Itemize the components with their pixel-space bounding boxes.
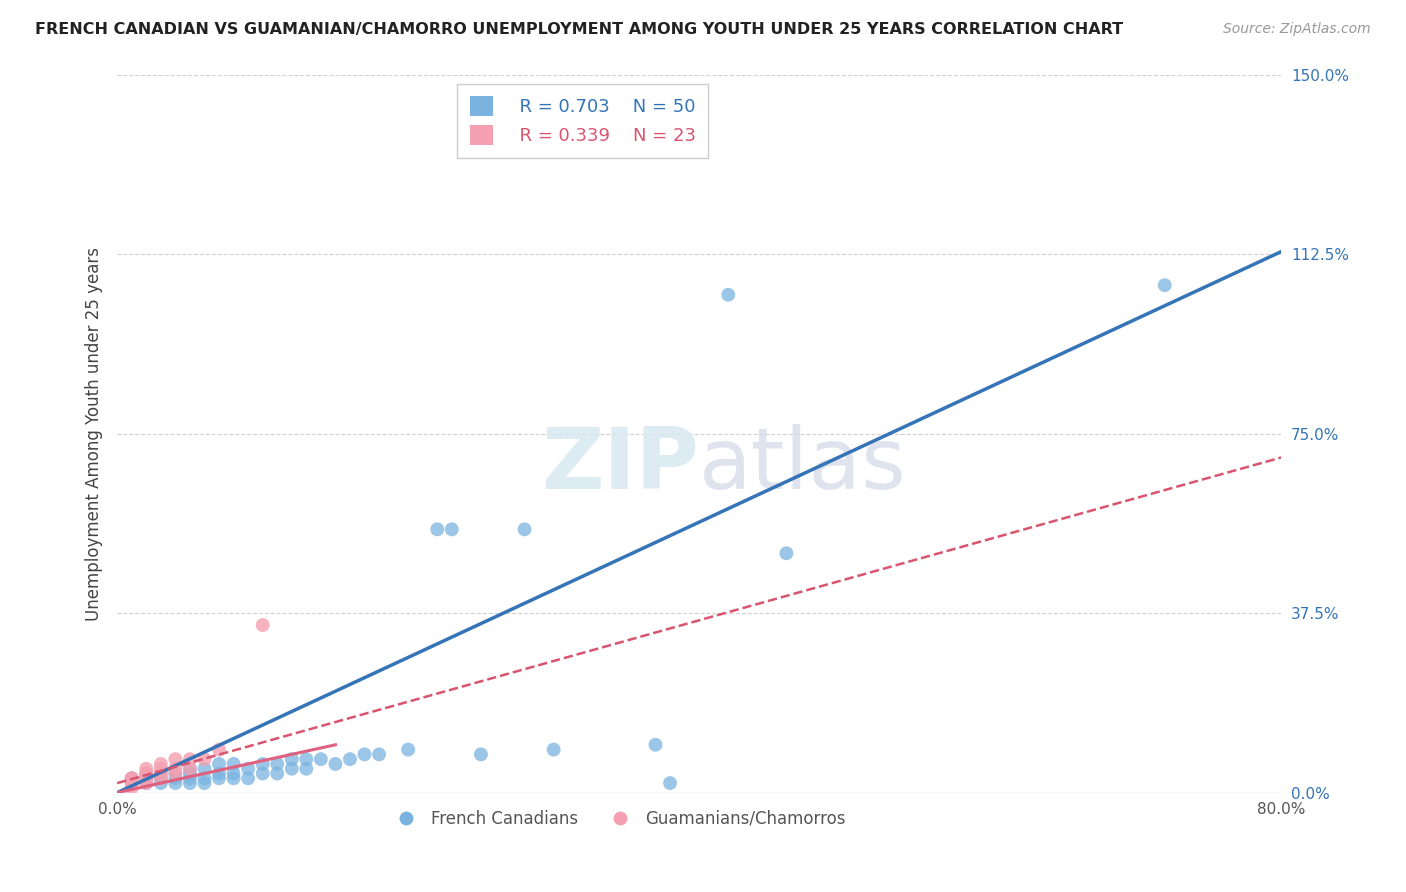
Point [149, 756, 172, 771]
Point [252, 766, 274, 780]
Point [149, 776, 172, 790]
Text: atlas: atlas [699, 425, 907, 508]
Point [165, 772, 187, 786]
Point [179, 762, 201, 776]
Point [266, 766, 288, 780]
Point [135, 772, 157, 786]
Point [121, 772, 143, 786]
Point [543, 742, 565, 756]
Point [236, 772, 259, 786]
Point [717, 287, 740, 301]
Point [135, 776, 157, 790]
Point [121, 776, 143, 790]
Point [149, 772, 172, 786]
Point [222, 766, 245, 780]
Point [135, 772, 157, 786]
Point [193, 762, 215, 776]
Point [281, 762, 304, 776]
Point [222, 756, 245, 771]
Text: ZIP: ZIP [541, 425, 699, 508]
Point [368, 747, 391, 762]
Point [440, 522, 463, 536]
Point [165, 762, 187, 776]
Text: FRENCH CANADIAN VS GUAMANIAN/CHAMORRO UNEMPLOYMENT AMONG YOUTH UNDER 25 YEARS CO: FRENCH CANADIAN VS GUAMANIAN/CHAMORRO UN… [35, 22, 1123, 37]
Point [135, 776, 157, 790]
Point [325, 756, 347, 771]
Point [193, 772, 215, 786]
Point [252, 618, 274, 632]
Point [179, 762, 201, 776]
Point [121, 780, 143, 795]
Text: Source: ZipAtlas.com: Source: ZipAtlas.com [1223, 22, 1371, 37]
Point [208, 772, 231, 786]
Point [266, 756, 288, 771]
Point [135, 772, 157, 786]
Point [281, 752, 304, 766]
Point [193, 752, 215, 766]
Point [208, 742, 231, 756]
Point [470, 747, 492, 762]
Point [222, 772, 245, 786]
Point [426, 522, 449, 536]
Point [295, 762, 318, 776]
Point [179, 752, 201, 766]
Point [339, 752, 361, 766]
Point [775, 546, 797, 560]
Point [165, 752, 187, 766]
Point [193, 776, 215, 790]
Legend: French Canadians, Guamanians/Chamorros: French Canadians, Guamanians/Chamorros [382, 804, 852, 835]
Point [121, 776, 143, 790]
Point [659, 776, 682, 790]
Point [179, 776, 201, 790]
Point [121, 776, 143, 790]
Point [179, 766, 201, 780]
Point [165, 766, 187, 780]
Point [165, 766, 187, 780]
Point [513, 522, 536, 536]
Point [135, 766, 157, 780]
Point [295, 752, 318, 766]
Point [165, 776, 187, 790]
Point [121, 772, 143, 786]
Point [644, 738, 666, 752]
Point [236, 762, 259, 776]
Point [135, 766, 157, 780]
Point [208, 766, 231, 780]
Point [149, 772, 172, 786]
Point [208, 756, 231, 771]
Point [1153, 278, 1175, 293]
Point [135, 762, 157, 776]
Point [149, 762, 172, 776]
Point [149, 766, 172, 780]
Point [135, 766, 157, 780]
Y-axis label: Unemployment Among Youth under 25 years: Unemployment Among Youth under 25 years [86, 246, 103, 621]
Point [396, 742, 419, 756]
Point [353, 747, 375, 762]
Point [309, 752, 332, 766]
Point [252, 756, 274, 771]
Point [179, 772, 201, 786]
Point [121, 772, 143, 786]
Point [149, 766, 172, 780]
